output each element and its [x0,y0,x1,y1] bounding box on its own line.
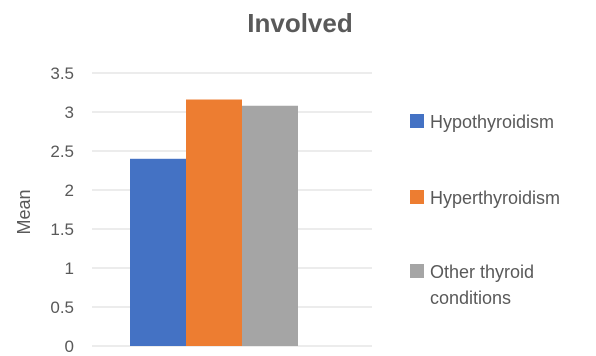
legend-label: Hyperthyroidism [430,188,561,208]
y-tick-label: 1 [65,259,74,278]
legend-swatch [410,190,424,204]
y-axis-ticks: 0 0.5 1 1.5 2 2.5 3 3.5 [50,64,74,356]
bar-hypothyroidism [130,158,186,346]
y-tick-label: 2 [65,181,74,200]
legend-item-other-thyroid-conditions: Other thyroid conditions [410,259,590,311]
legend-swatch [410,264,424,278]
legend-label: Hypothyroidism [430,112,555,132]
legend-item-hypothyroidism: Hypothyroidism [410,109,590,135]
y-axis-label: Mean [14,189,34,234]
legend-label: Other thyroid conditions [430,262,535,308]
legend-swatch [410,114,424,128]
bar-other-thyroid-conditions [242,105,298,346]
y-tick-label: 0 [65,337,74,356]
y-tick-label: 3.5 [50,64,74,83]
y-tick-label: 3 [65,103,74,122]
y-tick-label: 0.5 [50,298,74,317]
legend-item-hyperthyroidism: Hyperthyroidism [410,185,590,211]
bar-hyperthyroidism [186,99,242,347]
chart-title: Involved [247,8,352,38]
y-tick-label: 1.5 [50,220,74,239]
y-tick-label: 2.5 [50,142,74,161]
bars [130,99,298,347]
legend: Hypothyroidism Hyperthyroidism Other thy… [410,0,596,356]
